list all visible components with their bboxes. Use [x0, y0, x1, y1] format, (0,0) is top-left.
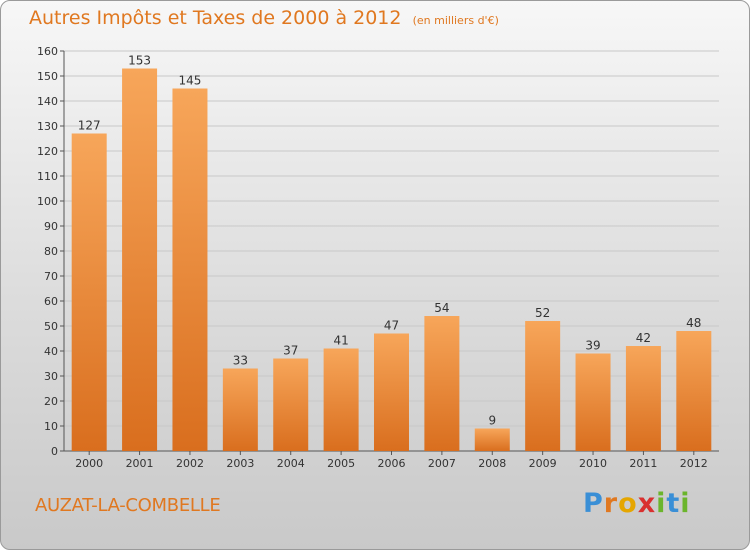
data-label: 153 [128, 54, 151, 68]
bar [172, 88, 208, 451]
bar [273, 358, 309, 451]
bar [71, 133, 107, 451]
data-label: 47 [384, 319, 399, 333]
x-tick-label: 2008 [478, 457, 506, 470]
data-label: 9 [488, 414, 496, 428]
bar [676, 331, 712, 451]
y-tick-label: 130 [37, 120, 58, 133]
logo-letter: i [656, 488, 667, 519]
x-tick-label: 2010 [579, 457, 607, 470]
chart-unit: (en milliers d'€) [412, 14, 499, 27]
logo-letter: P [583, 488, 604, 519]
x-tick-label: 2007 [428, 457, 456, 470]
x-tick-label: 2001 [126, 457, 154, 470]
logo-letter: t [666, 488, 681, 519]
data-label: 48 [686, 316, 701, 330]
commune-name: AUZAT-LA-COMBELLE [35, 495, 221, 516]
y-tick-label: 160 [37, 45, 58, 58]
bar [374, 333, 409, 451]
chart-title: Autres Impôts et Taxes de 2000 à 2012 (e… [29, 7, 499, 29]
y-tick-label: 30 [44, 370, 58, 383]
y-tick-label: 90 [44, 220, 58, 233]
bar [323, 348, 359, 451]
y-tick-label: 110 [37, 170, 58, 183]
bar [122, 68, 158, 451]
x-tick-label: 2011 [629, 457, 657, 470]
x-tick-label: 2002 [176, 457, 204, 470]
y-tick-label: 70 [44, 270, 58, 283]
logo-letter: o [618, 488, 638, 519]
bar [575, 353, 611, 451]
bar [222, 368, 258, 451]
x-tick-label: 2005 [327, 457, 355, 470]
y-tick-label: 150 [37, 70, 58, 83]
data-label: 41 [333, 334, 348, 348]
y-tick-label: 140 [37, 95, 58, 108]
data-label: 39 [585, 339, 600, 353]
x-tick-label: 2003 [226, 457, 254, 470]
data-label: 42 [636, 331, 651, 345]
y-tick-label: 40 [44, 345, 58, 358]
y-tick-label: 80 [44, 245, 58, 258]
data-label: 127 [78, 119, 101, 133]
y-tick-label: 120 [37, 145, 58, 158]
x-tick-label: 2004 [277, 457, 305, 470]
data-label: 37 [283, 344, 298, 358]
data-label: 52 [535, 306, 550, 320]
bar [525, 321, 561, 451]
y-tick-label: 0 [51, 445, 58, 458]
x-tick-label: 2009 [529, 457, 557, 470]
y-tick-label: 60 [44, 295, 58, 308]
bar [474, 428, 510, 451]
x-tick-label: 2000 [75, 457, 103, 470]
y-tick-label: 10 [44, 420, 58, 433]
x-tick-label: 2012 [680, 457, 708, 470]
bar [424, 316, 460, 451]
data-label: 145 [179, 74, 202, 88]
y-tick-label: 100 [37, 195, 58, 208]
data-label: 33 [233, 354, 248, 368]
logo-letter: x [637, 488, 657, 519]
chart-title-text: Autres Impôts et Taxes de 2000 à 2012 [29, 7, 402, 29]
logo-letter: r [603, 488, 619, 519]
proxiti-logo: Proxiti [583, 488, 691, 519]
y-tick-label: 50 [44, 320, 58, 333]
y-tick-label: 20 [44, 395, 58, 408]
logo-letter: i [680, 488, 691, 519]
bar [625, 346, 661, 451]
x-tick-label: 2006 [378, 457, 406, 470]
data-label: 54 [434, 301, 449, 315]
